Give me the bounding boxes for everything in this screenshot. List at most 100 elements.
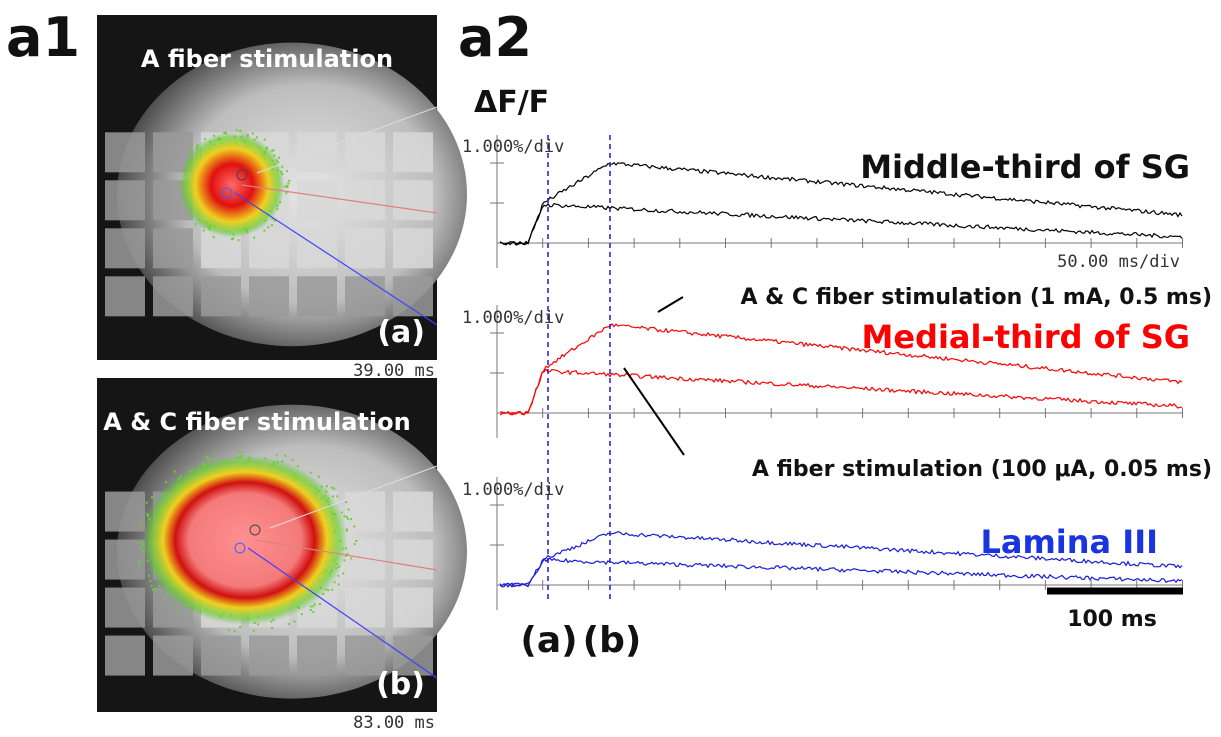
grid-cell xyxy=(297,180,337,220)
heat-dot xyxy=(271,627,273,629)
grid-cell xyxy=(393,180,433,220)
grid-cell xyxy=(201,636,241,676)
grid-cell xyxy=(345,276,385,316)
grid-cell xyxy=(105,540,145,580)
heat-dot xyxy=(345,501,347,503)
heat-dot xyxy=(267,226,269,228)
heat-dot xyxy=(284,455,286,457)
heat-dot xyxy=(285,192,287,194)
time-marker: (a) xyxy=(520,620,577,661)
heat-dot xyxy=(138,560,140,562)
scale-bar-label: 100 ms xyxy=(1067,607,1157,632)
heat-dot xyxy=(318,476,320,478)
heat-dot xyxy=(288,623,290,625)
panel-label: a2 xyxy=(458,6,532,69)
panel-label: a1 xyxy=(6,6,80,69)
image-title: A fiber stimulation xyxy=(141,45,393,73)
heat-dot xyxy=(301,613,303,615)
grid-cell xyxy=(249,276,289,316)
heat-dot xyxy=(348,508,350,510)
image-title: A & C fiber stimulation xyxy=(103,408,410,436)
heat-dot xyxy=(353,525,355,527)
heat-dot xyxy=(312,611,314,613)
heat-dot xyxy=(312,605,314,607)
heat-map xyxy=(180,133,285,238)
heat-dot xyxy=(140,524,142,526)
heat-dot xyxy=(256,136,258,138)
heat-dot xyxy=(264,138,266,140)
heat-dot xyxy=(174,471,176,473)
heat-map xyxy=(143,455,348,625)
grid-cell xyxy=(393,492,433,532)
trace-name: Middle-third of SG xyxy=(860,148,1190,186)
heat-dot xyxy=(288,180,290,182)
grid-cell xyxy=(105,132,145,172)
grid-cell xyxy=(297,132,337,172)
heat-dot xyxy=(172,603,174,605)
trace-name: Medial-third of SG xyxy=(862,318,1191,356)
grid-cell xyxy=(105,636,145,676)
heat-dot xyxy=(231,238,233,240)
heat-dot xyxy=(319,603,321,605)
grid-cell xyxy=(201,276,241,316)
heat-dot xyxy=(281,166,283,168)
heat-dot xyxy=(140,548,142,550)
heat-dot xyxy=(326,485,328,487)
heat-dot xyxy=(149,580,151,582)
heat-dot xyxy=(310,609,312,611)
heat-dot xyxy=(333,488,335,490)
grid-cell xyxy=(153,228,193,268)
trace-name: Lamina III xyxy=(980,523,1158,561)
heat-dot xyxy=(276,454,278,456)
heat-dot xyxy=(350,518,352,520)
heat-dot xyxy=(286,186,288,188)
heat-dot xyxy=(208,458,210,460)
heat-dot xyxy=(234,630,236,632)
heat-dot xyxy=(151,496,153,498)
heat-dot xyxy=(241,451,243,453)
heat-dot xyxy=(151,585,153,587)
heat-dot xyxy=(203,229,205,231)
heat-dot xyxy=(188,216,190,218)
heat-dot xyxy=(239,130,241,132)
grid-cell xyxy=(345,540,385,580)
heat-dot xyxy=(188,151,190,153)
heat-dot xyxy=(354,543,356,545)
heat-dot xyxy=(310,472,312,474)
heat-dot xyxy=(239,626,241,628)
heat-dot xyxy=(338,583,340,585)
heat-dot xyxy=(355,540,357,542)
heat-dot xyxy=(253,630,255,632)
heat-dot xyxy=(278,157,280,159)
image-marker: (a) xyxy=(377,315,425,350)
heat-dot xyxy=(176,610,178,612)
heat-dot xyxy=(331,589,333,591)
grid-cell xyxy=(105,492,145,532)
heat-dot xyxy=(148,575,150,577)
grid-cell xyxy=(297,228,337,268)
heat-dot xyxy=(165,481,167,483)
grid-cell xyxy=(345,228,385,268)
heat-dot xyxy=(194,223,196,225)
grid-cell xyxy=(105,180,145,220)
image-time: 83.00 ms xyxy=(353,713,435,733)
scale-label: 50.00 ms/div xyxy=(1057,252,1180,272)
grid-cell xyxy=(153,276,193,316)
heat-dot xyxy=(287,182,289,184)
grid-cell xyxy=(297,276,337,316)
time-marker: (b) xyxy=(583,620,642,661)
heat-dot xyxy=(238,451,240,453)
grid-cell xyxy=(153,636,193,676)
pointer xyxy=(624,368,684,455)
heat-dot xyxy=(252,133,254,135)
heat-dot xyxy=(346,516,348,518)
heat-dot xyxy=(139,542,141,544)
grid-cell xyxy=(105,276,145,316)
heat-dot xyxy=(294,620,296,622)
scale-label: 1.000%/div xyxy=(462,137,564,157)
heat-dot xyxy=(215,452,217,454)
trace xyxy=(500,204,1182,245)
heat-dot xyxy=(155,588,157,590)
scale-label: 1.000%/div xyxy=(462,308,564,328)
heat-dot xyxy=(331,487,333,489)
